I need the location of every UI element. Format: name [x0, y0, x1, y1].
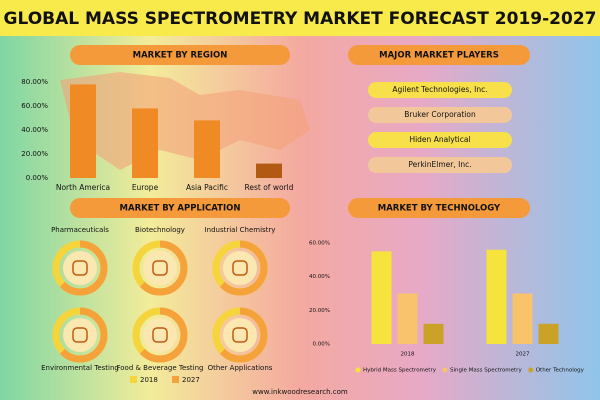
x-tick-label: Europe [132, 183, 159, 192]
bar [70, 84, 96, 178]
ring-inner [52, 240, 108, 296]
player-pill [368, 107, 512, 123]
world-map [60, 72, 310, 170]
y-tick-label: 20.00% [309, 308, 330, 314]
y-tick-label: 40.00% [309, 274, 330, 280]
bar [486, 249, 507, 344]
header-pill [348, 45, 530, 65]
legend-swatch [130, 376, 137, 383]
player-name: Hiden Analytical [409, 135, 470, 144]
legend-swatch [172, 376, 179, 383]
y-tick-label: 60.00% [309, 241, 330, 247]
bar [256, 163, 282, 178]
bar [371, 251, 392, 344]
y-tick-label: 60.00% [21, 102, 48, 110]
application-label: Other Applications [208, 364, 273, 372]
x-tick-label: 2018 [401, 352, 415, 358]
header-pill [348, 198, 530, 218]
x-tick-label: Asia Pacific [186, 183, 228, 192]
icon-bg [63, 318, 97, 352]
application-header: MARKET BY APPLICATION [120, 204, 241, 214]
technology-header: MARKET BY TECHNOLOGY [378, 204, 501, 214]
legend-label: 2018 [140, 376, 158, 384]
ring-inner [52, 307, 108, 363]
page-title: GLOBAL MASS SPECTROMETRY MARKET FORECAST… [4, 9, 597, 29]
icon-bg [143, 318, 177, 352]
application-label: Pharmaceuticals [51, 226, 109, 234]
icon-bg [143, 251, 177, 285]
ring-inner [132, 240, 188, 296]
bar [132, 108, 158, 178]
bar [538, 323, 559, 344]
y-tick-label: 40.00% [21, 126, 48, 134]
bar [423, 323, 444, 344]
x-tick-label: Rest of world [245, 183, 294, 192]
x-tick-label: North America [56, 183, 110, 192]
icon [232, 260, 248, 276]
player-name: Agilent Technologies, Inc. [392, 85, 487, 94]
icon-bg [223, 318, 257, 352]
footer: www.inkwoodresearch.com [252, 388, 348, 396]
legend-label: Hybrid Mass Spectrometry [363, 368, 437, 374]
y-tick-label: 0.00% [313, 342, 330, 348]
icon [232, 327, 248, 343]
legend-label: Other Technology [536, 368, 585, 374]
bar [194, 120, 220, 178]
icon [152, 260, 168, 276]
ring-inner [212, 240, 268, 296]
icon [152, 327, 168, 343]
bar [397, 293, 418, 344]
application-label: Food & Beverage Testing [116, 364, 203, 372]
icon [72, 327, 88, 343]
y-tick-label: 20.00% [21, 150, 48, 158]
icon [72, 260, 88, 276]
header-pill [70, 45, 290, 65]
legend-swatch [442, 367, 448, 373]
application-label: Industrial Chemistry [205, 226, 276, 234]
player-pill [368, 132, 512, 148]
application-label: Biotechnology [135, 226, 185, 234]
bar [512, 293, 533, 344]
icon-bg [223, 251, 257, 285]
x-tick-label: 2027 [516, 352, 530, 358]
ring-inner [132, 307, 188, 363]
icon-bg [63, 251, 97, 285]
legend-swatch [355, 367, 361, 373]
players-header: MAJOR MARKET PLAYERS [379, 51, 499, 61]
application-label: Environmental Testing [41, 364, 119, 372]
y-tick-label: 0.00% [26, 174, 49, 182]
region-header: MARKET BY REGION [133, 51, 228, 61]
legend-swatch [528, 367, 534, 373]
legend-label: Single Mass Spectrometry [450, 368, 522, 374]
title-band [0, 0, 600, 36]
ring-inner [212, 307, 268, 363]
player-name: Bruker Corporation [404, 110, 476, 119]
player-pill [368, 82, 512, 98]
legend-label: 2027 [182, 376, 200, 384]
header-pill [70, 198, 290, 218]
player-name: PerkinElmer, Inc. [408, 160, 471, 169]
player-pill [368, 157, 512, 173]
y-tick-label: 80.00% [21, 78, 48, 86]
